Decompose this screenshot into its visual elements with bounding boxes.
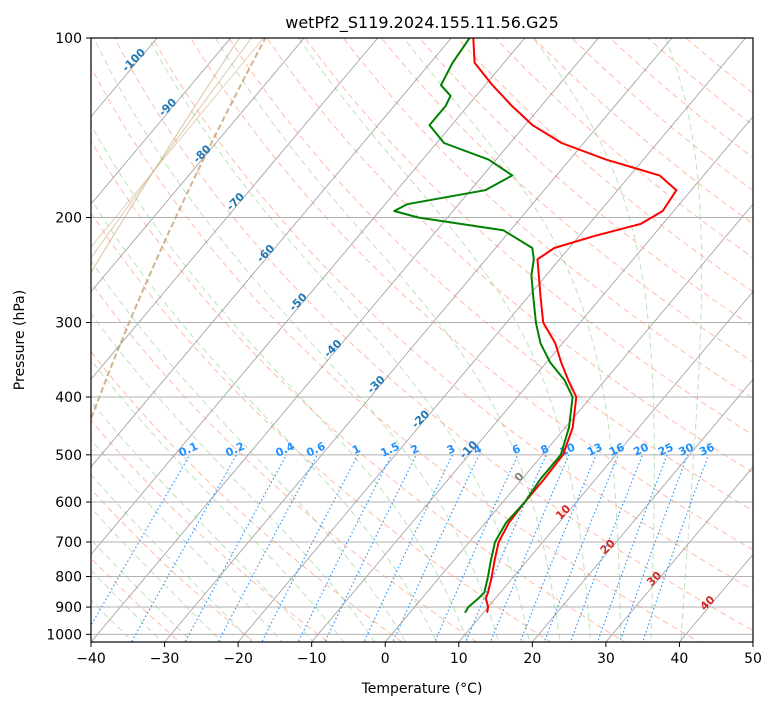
moist-adiabat-line: [665, 38, 703, 642]
isotherms: [91, 38, 753, 642]
isotherm-line: [605, 466, 753, 642]
isotherm-line: [384, 203, 753, 642]
y-tick-label: 200: [55, 211, 82, 227]
mixing-ratio-line: [184, 454, 287, 642]
dry-adiabat-line: [304, 38, 753, 436]
dry-adiabat-line: [342, 38, 753, 399]
mixing-ratio-line: [217, 454, 318, 642]
pressure-gridlines: [91, 38, 753, 635]
moist-adiabat-line: [403, 38, 622, 642]
unlabelled-curve: [91, 38, 267, 422]
x-tick-label: −30: [150, 651, 180, 667]
x-tick-label: 10: [450, 651, 468, 667]
mixing-ratio-line: [91, 454, 191, 627]
mixing-ratio-line: [570, 454, 644, 642]
mixing-ratio-lines: [91, 454, 709, 642]
plot-frame: [90, 37, 754, 643]
y-axis: 100 200 300 400 500 600 700 800 900 1000: [46, 31, 91, 643]
dry-adiabat-line: [91, 281, 478, 642]
moist-adiabat-line: [298, 38, 591, 642]
dry-adiabat-line: [91, 350, 404, 642]
dry-adiabat-line: [418, 38, 753, 328]
x-tick-label: 30: [597, 651, 615, 667]
y-tick-label: 700: [55, 535, 82, 551]
isotherm-line: [531, 378, 753, 642]
mixing-ratio-line: [392, 454, 480, 642]
dry-adiabat-line: [91, 140, 626, 642]
y-axis-title: Pressure (hPa): [12, 290, 28, 390]
mixing-ratio-line: [130, 454, 238, 642]
isotherm-line: [311, 115, 753, 642]
mixing-ratio-line: [324, 454, 417, 642]
isotherm-line: [163, 38, 673, 642]
mixing-ratio-line: [434, 454, 519, 642]
dry-adiabat-line: [380, 38, 753, 363]
y-tick-label: 300: [55, 316, 82, 332]
mixing-ratio-line: [363, 454, 453, 642]
mixing-ratio-line: [489, 454, 570, 642]
y-tick-label: 900: [55, 600, 82, 616]
profile-series: [393, 38, 678, 614]
x-tick-label: 40: [671, 651, 689, 667]
x-tick-label: −10: [297, 651, 327, 667]
dry-adiabat-line: [91, 66, 700, 642]
chart-title: wetPf2_S119.2024.155.11.56.G25: [285, 13, 559, 33]
x-tick-label: −40: [76, 651, 106, 667]
mixing-ratio-label: 20: [631, 440, 651, 458]
dry-adiabat-line: [114, 38, 753, 632]
isotherm-line: [91, 38, 526, 556]
isotherm-line: [458, 291, 753, 642]
isotherm-line: [91, 38, 599, 642]
unlabelled-curves: [91, 38, 267, 422]
x-axis-title: Temperature (°C): [361, 681, 483, 697]
x-axis: −40 −30 −20 −10 0 10 20 30 40 50: [76, 642, 762, 667]
mixing-ratio-line: [465, 454, 547, 642]
mixing-ratio-line: [543, 454, 619, 642]
mixing-ratio-label: 25: [656, 441, 675, 459]
isotherm-line: [91, 38, 305, 293]
mixing-ratio-label: 13: [585, 441, 604, 459]
x-tick-label: 50: [744, 651, 762, 667]
unlabelled-curve: [91, 38, 253, 259]
dry-adiabat-line: [266, 38, 753, 474]
y-tick-label: 100: [55, 31, 82, 47]
temperature-profile-line: [472, 38, 678, 613]
mixing-ratio-line: [619, 454, 689, 642]
mixing-ratio-label: 30: [677, 440, 697, 458]
dry-adiabat-line: [91, 488, 255, 642]
y-tick-label: 400: [55, 390, 82, 406]
mixing-ratio-line: [519, 454, 597, 642]
mixing-ratio-label: 16: [607, 440, 627, 458]
dry-adiabat-line: [152, 38, 753, 591]
unlabelled-curve: [91, 38, 265, 248]
mixing-ratio-line: [597, 454, 668, 642]
dry-adiabats: [91, 38, 753, 642]
y-tick-label: 600: [55, 495, 82, 511]
dry-adiabat-line: [91, 211, 552, 642]
isotherm-line: [91, 38, 452, 468]
y-tick-label: 500: [55, 448, 82, 464]
dry-adiabat-line: [228, 38, 753, 512]
y-tick-label: 1000: [46, 627, 82, 643]
x-tick-label: 0: [381, 651, 390, 667]
moist-adiabat-line: [91, 123, 469, 642]
dry-adiabat-line: [456, 38, 753, 293]
unlabelled-curve: [91, 38, 241, 274]
isotherm-line: [91, 38, 379, 381]
x-tick-label: 20: [523, 651, 541, 667]
dewpoint-profile-line: [393, 38, 574, 614]
isotherm-line: [91, 38, 232, 205]
dry-adiabat-line: [190, 38, 753, 551]
isotherm-line: [237, 38, 747, 642]
x-tick-label: −20: [223, 651, 253, 667]
mixing-ratio-label: 36: [697, 440, 717, 458]
y-tick-label: 800: [55, 570, 82, 586]
